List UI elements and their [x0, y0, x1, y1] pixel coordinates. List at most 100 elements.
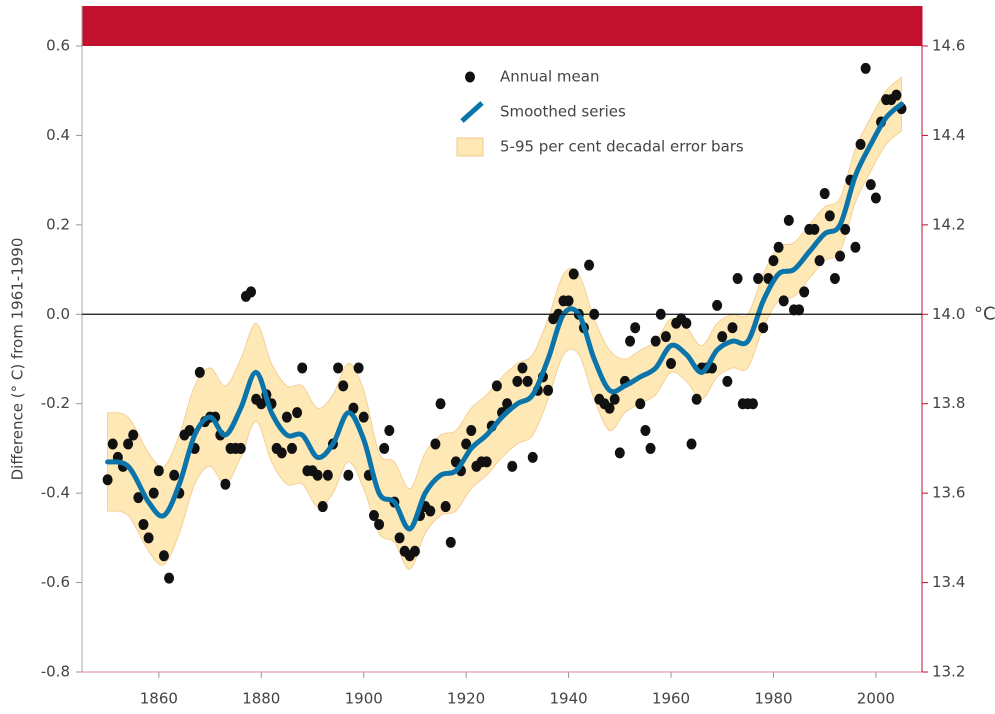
annual-point: [461, 438, 472, 450]
annual-point: [783, 214, 794, 226]
annual-point: [194, 366, 205, 378]
annual-point: [794, 304, 805, 316]
annual-point: [512, 375, 523, 387]
header-band: [82, 6, 922, 46]
annual-point: [666, 357, 677, 369]
x-tick-label: 1860: [140, 690, 178, 708]
y-tick-label: -0.6: [41, 573, 70, 591]
annual-point: [281, 411, 292, 423]
annual-point: [491, 380, 502, 392]
annual-point: [343, 469, 354, 481]
annual-point: [747, 398, 758, 410]
annual-point: [374, 518, 385, 530]
annual-point: [819, 188, 830, 200]
annual-point: [840, 223, 851, 235]
annual-point: [148, 487, 159, 499]
smoothed-line: [105, 101, 905, 532]
annual-point: [645, 442, 656, 454]
annual-point: [753, 273, 764, 285]
annual-point: [809, 223, 820, 235]
annual-point: [584, 259, 595, 271]
annual-point: [143, 532, 154, 544]
y-tick-label: -0.4: [41, 484, 70, 502]
x-tick-label: 1940: [549, 690, 587, 708]
annual-point: [799, 286, 810, 298]
annual-point: [276, 447, 287, 459]
legend-swatch: [456, 137, 484, 157]
annual-point: [184, 425, 195, 437]
y2-tick-label: 13.4: [932, 573, 965, 591]
y2-tick-label: 13.2: [932, 663, 965, 681]
annual-point: [235, 442, 246, 454]
annual-point: [440, 501, 451, 513]
annual-point: [860, 62, 871, 74]
y-tick-label: -0.2: [41, 394, 70, 412]
legend-label: 5-95 per cent decadal error bars: [500, 138, 744, 156]
annual-point: [123, 438, 134, 450]
annual-point: [507, 460, 518, 472]
annual-point: [317, 501, 328, 513]
annual-point: [430, 438, 441, 450]
annual-point: [435, 398, 446, 410]
annual-point: [717, 331, 728, 343]
annual-point: [312, 469, 323, 481]
annual-point: [824, 210, 835, 222]
annual-point: [727, 322, 738, 334]
annual-point: [855, 138, 866, 150]
annual-point: [368, 510, 379, 521]
annual-point: [394, 532, 405, 544]
annual-point: [835, 250, 846, 262]
x-tick-label: 1960: [652, 690, 690, 708]
annual-point: [891, 89, 902, 101]
y-tick-label: 0.6: [46, 37, 70, 55]
annual-point: [297, 362, 308, 374]
annual-point: [732, 273, 743, 285]
annual-point: [158, 550, 169, 562]
annual-point: [425, 505, 436, 517]
legend-label: Smoothed series: [500, 103, 626, 121]
annual-point: [609, 393, 620, 405]
annual-point: [850, 241, 861, 253]
annual-point: [287, 442, 297, 454]
y2-tick-label: 14.2: [932, 215, 965, 233]
legend-swatch: [460, 101, 484, 123]
annual-point: [630, 322, 641, 334]
legend-swatch: [465, 71, 475, 83]
annual-point: [292, 407, 303, 419]
annual-point: [829, 273, 840, 285]
annual-point: [256, 398, 267, 410]
annual-point: [517, 362, 528, 374]
annual-point: [153, 465, 164, 477]
x-tick-label: 1920: [447, 690, 485, 708]
annual-point: [338, 380, 349, 392]
y-tick-label: 0.0: [46, 305, 70, 323]
annual-point: [358, 411, 369, 423]
y2-tick-label: 13.6: [932, 484, 965, 502]
annual-point: [543, 384, 554, 396]
y2-tick-label: 13.8: [932, 394, 965, 412]
y-tick-label: -0.8: [41, 663, 70, 681]
annual-point: [169, 469, 180, 481]
annual-point: [712, 299, 723, 311]
legend-label: Annual mean: [500, 68, 599, 86]
annual-point: [409, 545, 420, 557]
annual-point: [133, 492, 144, 504]
annual-point: [865, 179, 876, 191]
annual-point: [353, 362, 364, 374]
annual-point: [333, 362, 344, 374]
annual-point: [640, 425, 651, 437]
annual-point: [604, 402, 615, 414]
y-tick-label: 0.2: [46, 215, 70, 233]
annual-point: [635, 398, 646, 410]
annual-point: [568, 268, 579, 280]
annual-point: [107, 438, 118, 450]
y-axis-label: Difference (° C) from 1961-1990: [9, 238, 27, 481]
annual-point: [681, 317, 692, 329]
annual-point: [128, 429, 139, 441]
annual-point: [220, 478, 231, 490]
annual-point: [481, 456, 492, 468]
annual-point: [527, 451, 538, 463]
x-tick-label: 1980: [754, 690, 792, 708]
annual-point: [522, 375, 533, 387]
